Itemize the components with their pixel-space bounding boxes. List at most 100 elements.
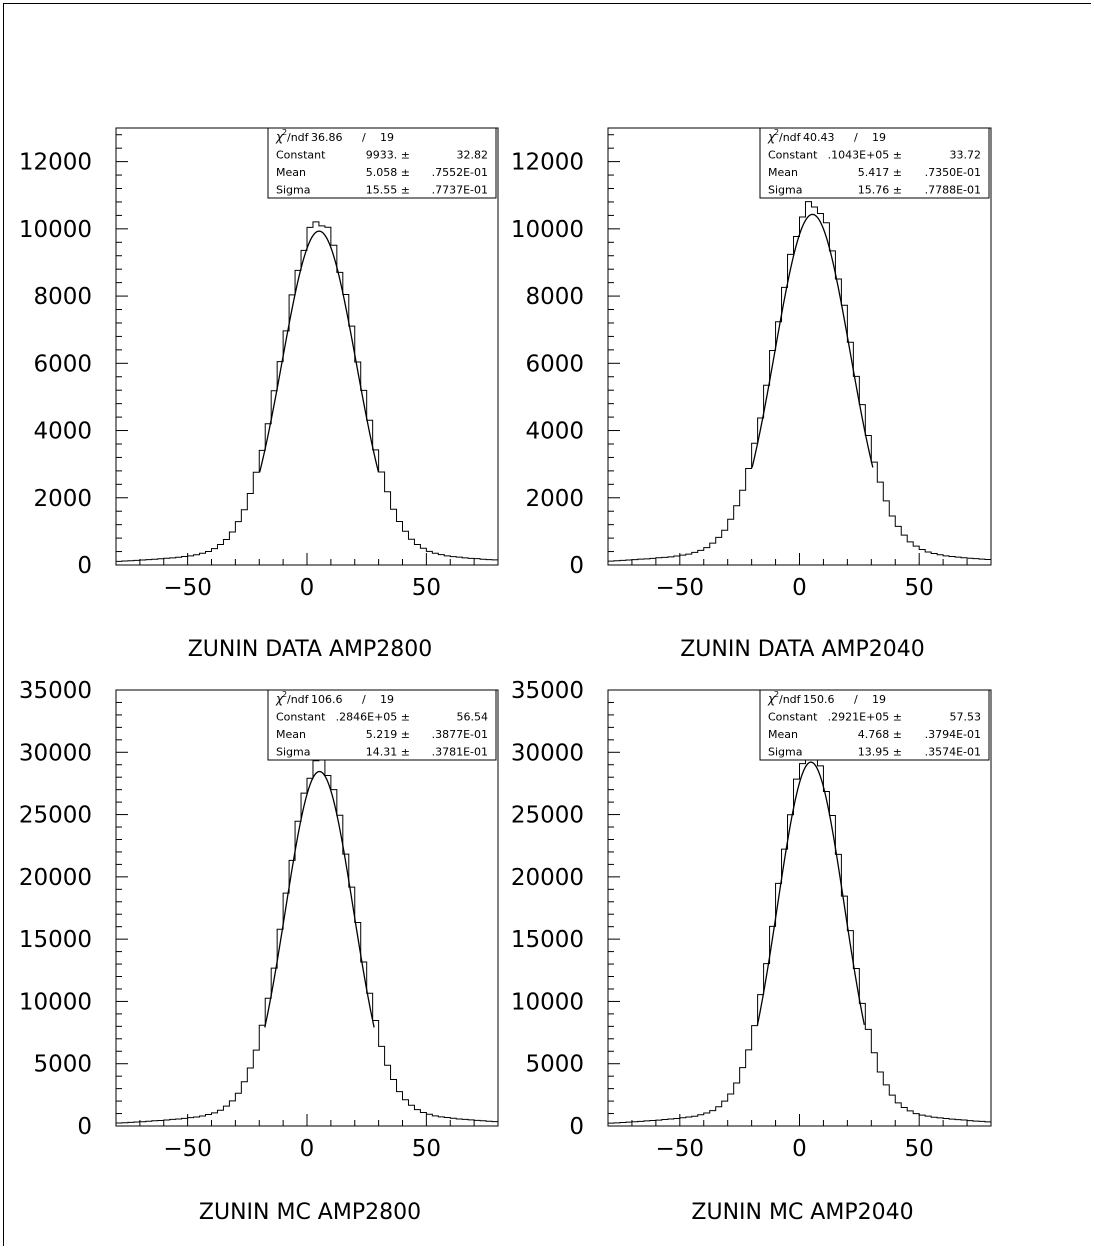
stat-label: Sigma bbox=[768, 746, 802, 759]
slash: / bbox=[362, 131, 366, 144]
stat-label: Mean bbox=[276, 728, 306, 741]
y-tick-label: 5000 bbox=[33, 1052, 92, 1078]
slash: / bbox=[854, 693, 858, 706]
stat-error: 56.54 bbox=[457, 711, 489, 724]
slash: / bbox=[854, 131, 858, 144]
stats-box-frame bbox=[759, 127, 990, 199]
slash: / bbox=[362, 693, 366, 706]
panel-title: ZUNIN MC AMP2800 bbox=[199, 1200, 421, 1225]
gaussian-fit-curve bbox=[264, 770, 375, 1028]
x-tick-label: 50 bbox=[412, 1136, 441, 1162]
chi2-value: 150.6 bbox=[803, 693, 835, 706]
chi-symbol: χ bbox=[275, 692, 284, 706]
y-tick-label: 15000 bbox=[19, 927, 92, 953]
ndf-label: /ndf bbox=[287, 131, 310, 144]
histogram-bins bbox=[116, 758, 498, 1124]
y-tick-label: 8000 bbox=[33, 284, 92, 310]
stat-error: .7552E-01 bbox=[432, 166, 488, 179]
panel-title: ZUNIN DATA AMP2040 bbox=[680, 637, 925, 662]
x-tick-label: 50 bbox=[905, 1136, 934, 1162]
stat-label: Mean bbox=[768, 166, 798, 179]
y-tick-label: 0 bbox=[569, 1114, 584, 1140]
gaussian-fit-curve bbox=[259, 230, 380, 473]
stat-value: 15.55 ± bbox=[366, 184, 410, 197]
stats-box-frame bbox=[759, 689, 990, 761]
stat-label: Constant bbox=[768, 711, 818, 724]
chi2-value: 40.43 bbox=[803, 131, 835, 144]
y-tick-label: 10000 bbox=[511, 217, 584, 243]
chi2-value: 106.6 bbox=[311, 693, 343, 706]
gaussian-fit-curve bbox=[756, 761, 865, 1025]
y-tick-label: 30000 bbox=[19, 740, 92, 766]
stat-value: 15.76 ± bbox=[858, 184, 902, 197]
stat-error: .3877E-01 bbox=[432, 728, 488, 741]
stat-error: .3781E-01 bbox=[432, 746, 488, 759]
ndf-value: 19 bbox=[380, 131, 394, 144]
y-tick-label: 0 bbox=[77, 1114, 92, 1140]
stat-label: Sigma bbox=[276, 746, 310, 759]
stat-value: .2921E+05 ± bbox=[828, 711, 902, 724]
y-tick-label: 4000 bbox=[525, 419, 584, 445]
y-tick-label: 35000 bbox=[19, 678, 92, 704]
histogram-panel-2: 0 2000 4000 6000 8000 10000 12000 −50 0 50 χ2/ndf 4… bbox=[511, 127, 992, 662]
chi-symbol: χ bbox=[275, 130, 284, 144]
stat-value: 9933. ± bbox=[366, 149, 410, 162]
chi-superscript: 2 bbox=[282, 690, 287, 699]
fit-stats-box: χ2/ndf 36.86 / 19 Constant 9933. ± 32.82 Mean 5.… bbox=[267, 127, 497, 199]
stat-value: .1043E+05 ± bbox=[828, 149, 902, 162]
stat-value: 5.058 ± bbox=[366, 166, 410, 179]
y-tick-label: 5000 bbox=[525, 1052, 584, 1078]
chi2-value: 36.86 bbox=[311, 131, 343, 144]
histogram-panel-4: 0 5000 10000 15000 20000 25000 30000 35000 −50 0 5… bbox=[511, 678, 992, 1225]
y-tick-label: 12000 bbox=[511, 150, 584, 176]
stat-value: 4.768 ± bbox=[858, 728, 902, 741]
y-tick-label: 0 bbox=[569, 553, 584, 579]
stat-error: 33.72 bbox=[950, 149, 982, 162]
stat-label: Mean bbox=[276, 166, 306, 179]
y-tick-label: 25000 bbox=[511, 803, 584, 829]
stat-error: .7350E-01 bbox=[925, 166, 981, 179]
ndf-value: 19 bbox=[872, 693, 886, 706]
y-tick-label: 6000 bbox=[33, 351, 92, 377]
stat-error: 57.53 bbox=[950, 711, 982, 724]
fit-stats-box: χ2/ndf 150.6 / 19 Constant .2921E+05 ± 57.53 Me… bbox=[759, 689, 990, 761]
x-tick-label: 0 bbox=[792, 575, 807, 601]
y-tick-label: 4000 bbox=[33, 419, 92, 445]
fit-stats-box: χ2/ndf 106.6 / 19 Constant .2846E+05 ± 56.54 Me… bbox=[267, 689, 497, 761]
stat-label: Sigma bbox=[276, 184, 310, 197]
stat-label: Constant bbox=[276, 149, 326, 162]
chi-superscript: 2 bbox=[774, 690, 779, 699]
histogram-bins bbox=[116, 221, 498, 562]
stat-label: Sigma bbox=[768, 184, 802, 197]
y-tick-label: 2000 bbox=[33, 486, 92, 512]
stat-value: 5.219 ± bbox=[366, 728, 410, 741]
gaussian-fit-curve bbox=[751, 213, 874, 468]
y-tick-label: 10000 bbox=[19, 217, 92, 243]
y-tick-label: 2000 bbox=[525, 486, 584, 512]
y-tick-label: 12000 bbox=[19, 150, 92, 176]
x-tick-label: 0 bbox=[792, 1136, 807, 1162]
stat-label: Constant bbox=[768, 149, 818, 162]
histogram-bins bbox=[608, 201, 991, 562]
y-tick-label: 30000 bbox=[511, 740, 584, 766]
y-tick-label: 0 bbox=[77, 553, 92, 579]
fit-stats-box: χ2/ndf 40.43 / 19 Constant .1043E+05 ± 33.72 Me… bbox=[759, 127, 990, 199]
chi-superscript: 2 bbox=[282, 128, 287, 137]
stat-error: .7737E-01 bbox=[432, 184, 488, 197]
ndf-label: /ndf bbox=[779, 131, 802, 144]
x-tick-label: −50 bbox=[656, 575, 705, 601]
stat-error: 32.82 bbox=[457, 149, 489, 162]
ndf-label: /ndf bbox=[779, 693, 802, 706]
x-tick-label: 50 bbox=[905, 575, 934, 601]
stat-label: Mean bbox=[768, 728, 798, 741]
stats-box-frame bbox=[267, 127, 497, 199]
page-frame bbox=[3, 3, 1091, 1246]
ndf-value: 19 bbox=[380, 693, 394, 706]
y-tick-label: 10000 bbox=[19, 989, 92, 1015]
stats-box-frame bbox=[267, 689, 497, 761]
panel-title: ZUNIN MC AMP2040 bbox=[691, 1200, 913, 1225]
histogram-panel-3: 0 5000 10000 15000 20000 25000 30000 35000 −50 0 5… bbox=[19, 678, 499, 1225]
y-tick-label: 6000 bbox=[525, 351, 584, 377]
